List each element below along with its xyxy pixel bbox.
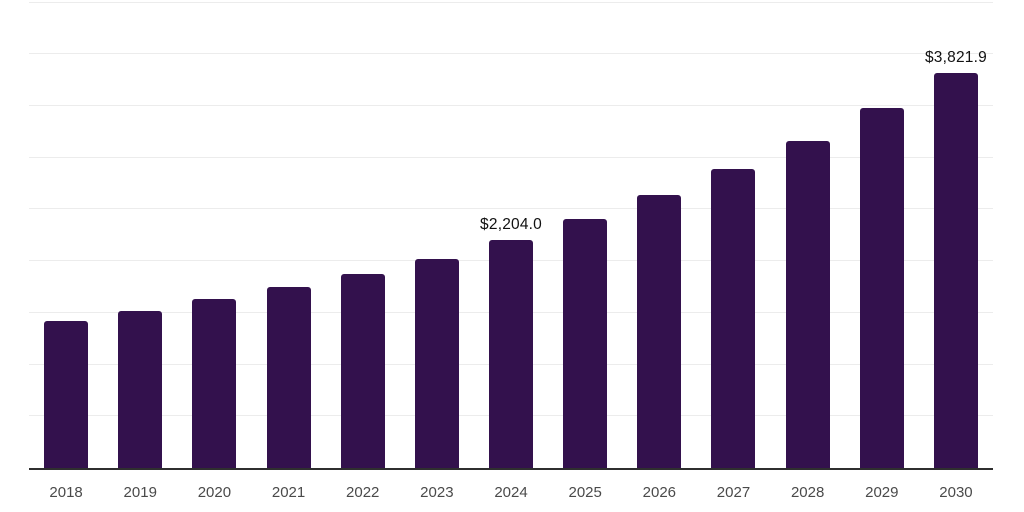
gridline-3500 xyxy=(29,105,993,107)
gridline-4500 xyxy=(29,1,993,3)
gridline-2500 xyxy=(29,208,993,210)
bar-slot-2019 xyxy=(103,0,177,468)
bar-2021 xyxy=(266,286,311,468)
x-tick-label-2029: 2029 xyxy=(865,484,899,501)
x-tick-label-2020: 2020 xyxy=(197,484,232,501)
bar-2023 xyxy=(414,258,459,468)
bar-slot-2029 xyxy=(845,0,919,468)
bar-slot-2020 xyxy=(177,0,251,468)
bar-2028 xyxy=(785,140,830,468)
bar-2022 xyxy=(340,273,385,468)
gridline-3000 xyxy=(29,156,993,158)
bar-slot-2030: $3,821.9 xyxy=(919,0,993,468)
x-tick-label-2028: 2028 xyxy=(790,484,825,501)
bar-slot-2021 xyxy=(251,0,325,468)
x-tick-label-2019: 2019 xyxy=(123,484,157,501)
bar-slot-2026 xyxy=(622,0,696,468)
x-axis: 2018 2019 2020 2021 2022 2023 2024 2025 2026 2027… xyxy=(29,470,993,512)
bar-2027 xyxy=(711,168,756,468)
bar-slot-2028 xyxy=(771,0,845,468)
x-tick-label-2024: 2024 xyxy=(494,484,528,501)
x-tick-label-2027: 2027 xyxy=(716,484,751,501)
x-tick-label-2018: 2018 xyxy=(49,484,83,501)
bar-slot-2025 xyxy=(548,0,622,468)
x-tick-label-2030: 2030 xyxy=(939,484,973,501)
x-tick-label-2025: 2025 xyxy=(568,484,602,501)
bar-2026 xyxy=(637,195,682,468)
bar-slot-2027 xyxy=(696,0,770,468)
bar-slot-2023 xyxy=(400,0,474,468)
bar-slot-2018 xyxy=(29,0,103,468)
gridline-4000 xyxy=(29,53,993,55)
bar-2025 xyxy=(563,218,608,468)
bar-value-label-2024: $2,204.0 xyxy=(480,216,542,234)
bar-value-label-2030: $3,821.9 xyxy=(924,48,987,66)
bar-2024 xyxy=(489,240,534,468)
bar-slot-2022 xyxy=(326,0,400,468)
x-tick-label-2023: 2023 xyxy=(420,484,454,501)
bar-2019 xyxy=(118,311,163,468)
bar-series: $2,204.0 $3,821.9 xyxy=(29,0,993,468)
x-tick-label-2021: 2021 xyxy=(271,484,306,501)
x-tick-label-2022: 2022 xyxy=(346,484,380,501)
bar-2020 xyxy=(192,299,237,468)
bar-2029 xyxy=(859,108,904,468)
x-tick-label-2026: 2026 xyxy=(642,484,677,501)
bar-2030 xyxy=(933,72,978,468)
bar-slot-2024: $2,204.0 xyxy=(474,0,548,468)
plot-area: $2,204.0 $3,821.9 xyxy=(29,0,993,470)
bar-2018 xyxy=(44,321,89,468)
